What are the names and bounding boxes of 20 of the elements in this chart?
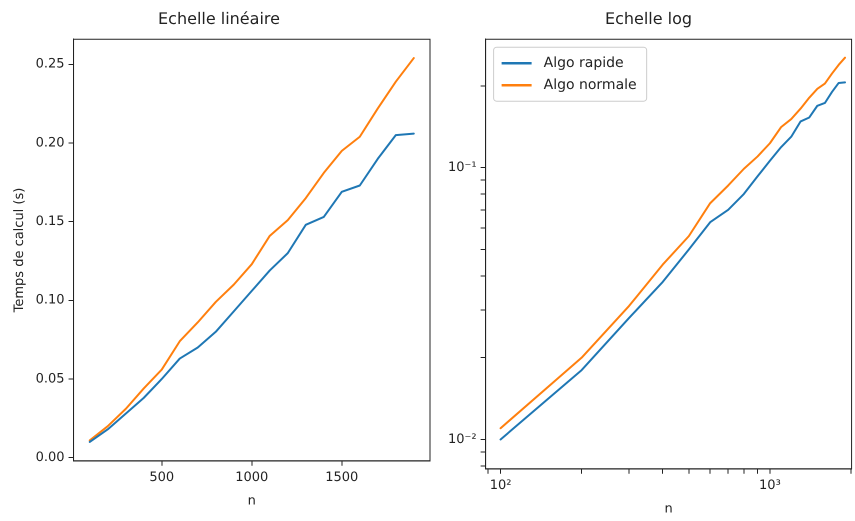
y-tick-label: 0.20 — [36, 135, 65, 150]
x-tick-label: 1500 — [325, 470, 358, 485]
x-tick-label: 1000 — [235, 470, 268, 485]
x-axis-title: n — [664, 502, 673, 517]
chart-title: Echelle linéaire — [158, 8, 280, 28]
legend-label: Algo normale — [544, 76, 637, 93]
y-tick-label: 0.00 — [36, 450, 65, 466]
y-tick-label: 0.10 — [36, 292, 65, 308]
y-tick-label: 10⁻¹ — [448, 160, 477, 176]
y-tick-label: 0.25 — [36, 56, 65, 72]
x-tick-label: 500 — [149, 470, 174, 485]
y-tick-label: 0.05 — [36, 371, 65, 386]
y-axis-title: Temps de calcul (s) — [12, 188, 28, 314]
legend-label: Algo rapide — [544, 54, 624, 71]
chart-title: Echelle log — [604, 8, 692, 28]
y-tick-label: 10⁻² — [448, 432, 477, 447]
x-tick-label: 10² — [490, 478, 512, 493]
x-tick-label: 10³ — [759, 478, 781, 493]
x-axis-title: n — [248, 494, 256, 509]
y-tick-label: 0.15 — [36, 214, 65, 230]
